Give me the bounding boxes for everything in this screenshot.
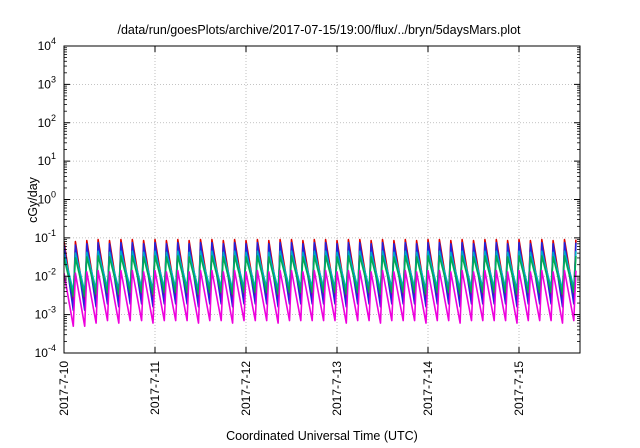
series-layer xyxy=(64,238,577,327)
tick-layer: 10-4 10-3 10-2 10-1 100 101 102 103 104 2017-7-10… xyxy=(35,36,580,416)
y-tick-label: 10-1 xyxy=(35,228,56,245)
x-tick-label: 2017-7-12 xyxy=(239,361,253,416)
y-axis-label: cGy/day xyxy=(26,176,40,223)
y-tick-label: 10-2 xyxy=(35,266,56,283)
chart-title: /data/run/goesPlots/archive/2017-07-15/1… xyxy=(117,23,521,37)
x-axis-label: Coordinated Universal Time (UTC) xyxy=(226,429,418,443)
x-tick-label: 2017-7-13 xyxy=(330,361,344,416)
x-tick-label: 2017-7-10 xyxy=(57,361,71,416)
series-line-3 xyxy=(64,255,577,298)
y-tick-label: 102 xyxy=(38,113,56,130)
y-tick-label: 10-4 xyxy=(35,343,56,360)
x-tick-label: 2017-7-11 xyxy=(148,361,162,415)
y-tick-label: 10-3 xyxy=(35,305,56,322)
x-tick-label: 2017-7-14 xyxy=(421,361,435,416)
grid-layer xyxy=(64,46,580,353)
y-tick-label: 100 xyxy=(38,190,56,207)
series-line-4 xyxy=(64,269,577,327)
y-tick-label: 103 xyxy=(38,74,56,91)
x-tick-label: 2017-7-15 xyxy=(512,361,526,416)
y-tick-label: 101 xyxy=(38,151,56,168)
y-tick-label: 104 xyxy=(38,36,56,53)
